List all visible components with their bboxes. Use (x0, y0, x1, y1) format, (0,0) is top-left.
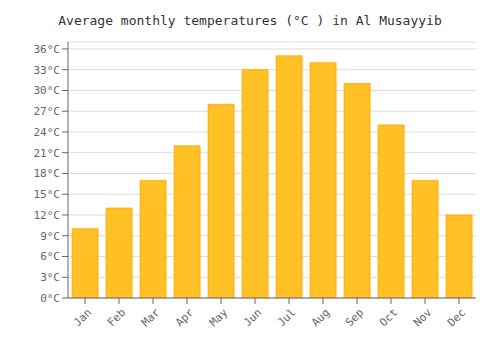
svg-text:May: May (207, 306, 231, 330)
svg-text:Aug: Aug (309, 306, 332, 329)
svg-text:27°C: 27°C (34, 105, 61, 118)
svg-text:Mar: Mar (139, 306, 163, 330)
svg-text:Oct: Oct (377, 306, 400, 329)
svg-text:Apr: Apr (173, 306, 197, 330)
html-text:Average monthly temperatures (: Average monthly temperatures (°C ) in Al… (58, 13, 442, 28)
svg-text:0°C: 0°C (40, 292, 60, 305)
svg-text:21°C: 21°C (34, 147, 61, 160)
svg-text:33°C: 33°C (34, 64, 61, 77)
svg-text:6°C: 6°C (40, 250, 60, 263)
svg-text:24°C: 24°C (34, 126, 61, 139)
svg-text:15°C: 15°C (34, 188, 61, 201)
svg-text:Jul: Jul (275, 306, 298, 329)
svg-text:Sep: Sep (343, 306, 366, 329)
svg-text:Nov: Nov (411, 306, 435, 330)
svg-text:36°C: 36°C (34, 43, 61, 56)
svg-text:30°C: 30°C (34, 84, 61, 97)
svg-text:Feb: Feb (105, 306, 128, 329)
svg-text:Jan: Jan (71, 306, 94, 329)
svg-text:9°C: 9°C (40, 230, 60, 243)
svg-text:3°C: 3°C (40, 271, 60, 284)
svg-text:Jun: Jun (241, 306, 264, 329)
svg-text:12°C: 12°C (34, 209, 61, 222)
svg-text:Dec: Dec (445, 306, 468, 329)
svg-text:18°C: 18°C (34, 167, 61, 180)
